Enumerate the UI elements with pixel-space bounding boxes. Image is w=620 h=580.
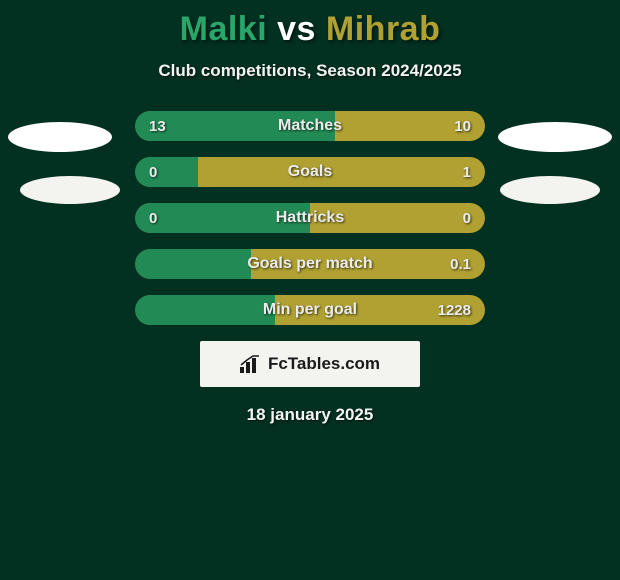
stat-row: 00Hattricks [135,203,485,233]
comparison-title: Malki vs Mihrab [0,0,620,49]
bars-icon [240,355,262,373]
brand-text: FcTables.com [268,354,380,374]
vs-text: vs [277,10,316,48]
avatar-oval [498,122,612,152]
date: 18 january 2025 [0,405,620,425]
stat-label: Hattricks [135,203,485,233]
stat-row: 0.1Goals per match [135,249,485,279]
avatar-oval [8,122,112,152]
stat-row: 1228Min per goal [135,295,485,325]
stat-label: Goals per match [135,249,485,279]
stat-row: 01Goals [135,157,485,187]
avatar-oval [20,176,120,204]
stat-label: Min per goal [135,295,485,325]
subtitle: Club competitions, Season 2024/2025 [0,61,620,81]
avatar-oval [500,176,600,204]
stats-rows: 1310Matches 01Goals 00Hattricks 0.1Goals pe… [135,111,485,325]
stat-row: 1310Matches [135,111,485,141]
stat-label: Matches [135,111,485,141]
stat-label: Goals [135,157,485,187]
player2-name: Mihrab [326,10,440,48]
brand-box: FcTables.com [200,341,420,387]
player1-name: Malki [180,10,268,48]
